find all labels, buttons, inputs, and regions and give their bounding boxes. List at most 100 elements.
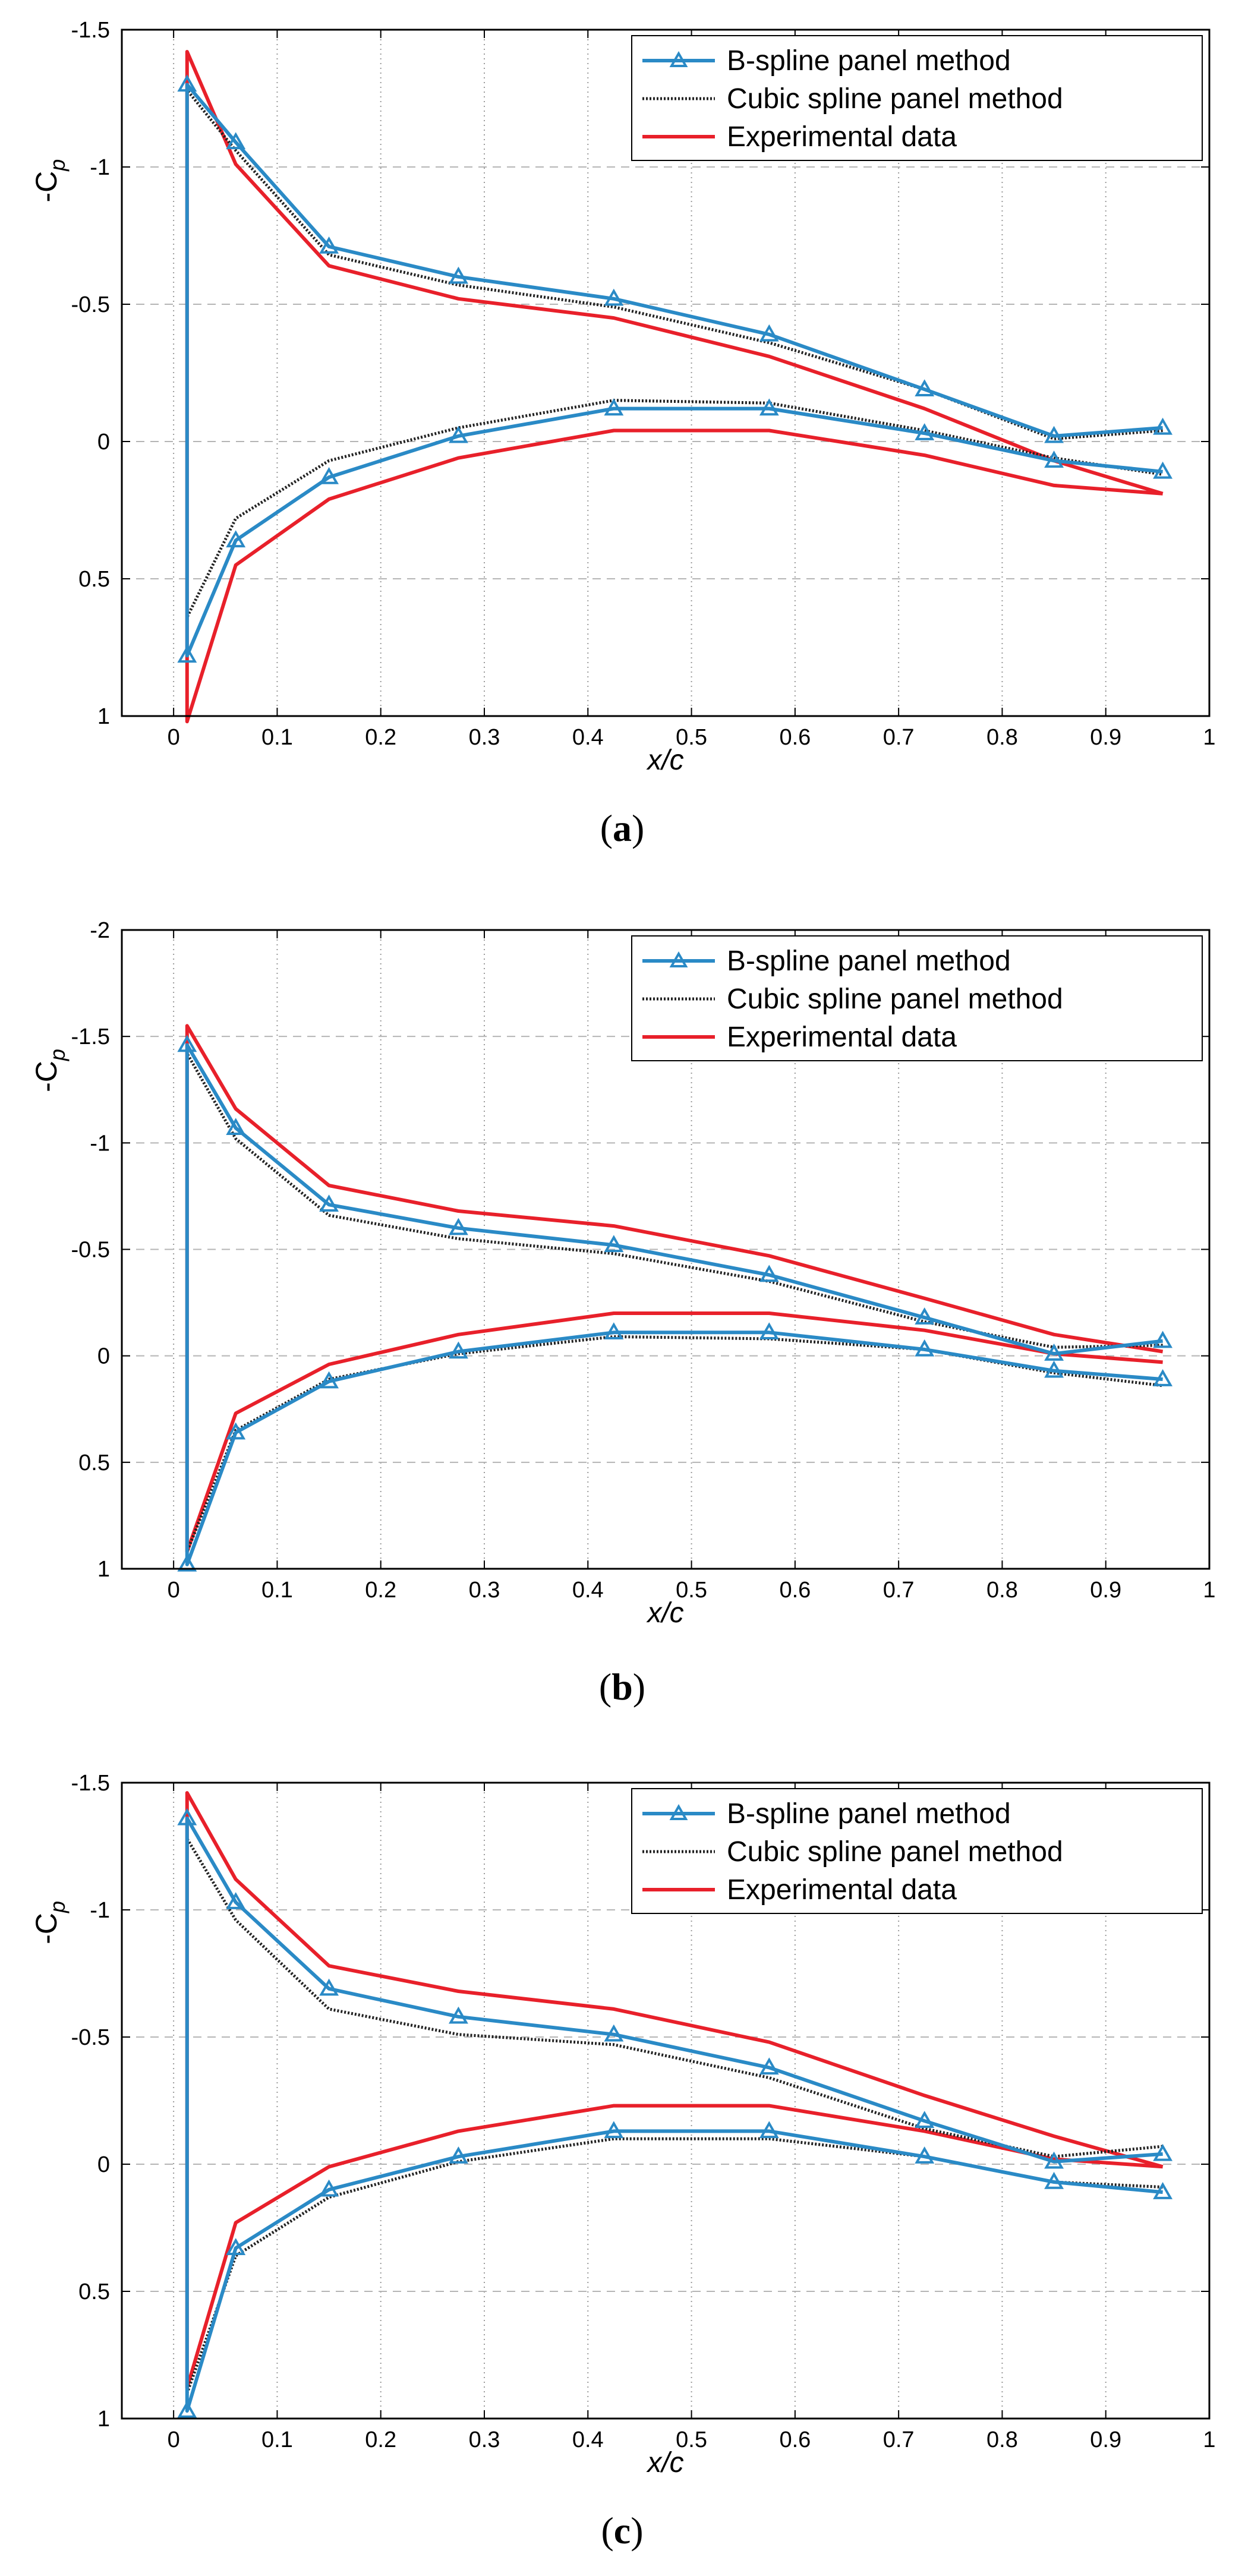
chart-panel-b: 0 0.1 0.2 0.3 0.4 0.5 0.6 0.7 0.8 0.9 1 -2 -1.5 -1 -0.… <box>30 918 1216 1708</box>
data-point <box>915 423 935 440</box>
caption-paren: ) <box>632 807 644 849</box>
data-point <box>759 324 779 342</box>
y-tick-label: -1 <box>90 155 110 180</box>
x-tick-label: 0.2 <box>365 1578 396 1603</box>
x-tick-label: 0.2 <box>365 725 396 750</box>
data-point <box>319 467 339 484</box>
data-point <box>177 1035 197 1052</box>
x-tick-label: 0.8 <box>986 2427 1018 2452</box>
y-axis-label-main: -C <box>30 1061 63 1092</box>
data-point <box>604 1322 624 1339</box>
caption-paren: ( <box>601 2509 613 2552</box>
x-tick-label: 0.3 <box>469 725 500 750</box>
data-point <box>604 288 624 306</box>
legend: B-spline panel method Cubic spline panel … <box>631 35 1203 161</box>
data-point <box>177 74 197 92</box>
y-axis-label-sub: p <box>45 159 70 172</box>
data-point <box>177 1554 197 1572</box>
data-point <box>915 1339 935 1357</box>
data-point <box>226 1892 246 1909</box>
x-tick-label: 0.8 <box>986 1578 1018 1603</box>
data-point <box>177 645 197 663</box>
y-tick-label: -1.5 <box>71 1771 110 1796</box>
x-axis-label: x/c <box>646 745 683 776</box>
data-point <box>226 530 246 548</box>
data-point <box>1044 1360 1064 1378</box>
y-axis-label-main: -C <box>30 171 63 203</box>
data-point <box>319 1194 339 1212</box>
chart-panel-a: 0 0.1 0.2 0.3 0.4 0.5 0.6 0.7 0.8 0.9 1 -1.5 -1 -0.5 0… <box>30 18 1216 849</box>
data-point <box>319 1371 339 1389</box>
data-point <box>1153 2143 1173 2161</box>
y-tick-label: -0.5 <box>71 2025 110 2050</box>
x-tick-label: 0.9 <box>1090 725 1121 750</box>
data-point <box>915 379 935 396</box>
y-tick-label: 0 <box>97 2152 110 2177</box>
data-point <box>759 2121 779 2139</box>
data-point <box>915 1307 935 1325</box>
axes-frame <box>121 1782 1211 2420</box>
caption-paren: ) <box>633 1666 645 1708</box>
legend-label: Experimental data <box>727 1874 957 1906</box>
y-axis-label: -Cp <box>30 1049 70 1092</box>
data-point <box>448 425 468 443</box>
legend-box <box>631 1788 1203 1914</box>
y-tick-label: -1 <box>90 1898 110 1923</box>
y-tick-label: 0.5 <box>78 2279 110 2304</box>
caption-paren: ( <box>599 1666 612 1708</box>
series-line-1 <box>185 1052 1163 1553</box>
y-tick-label: 1 <box>97 2407 110 2432</box>
x-tick-label: 0.7 <box>883 1578 915 1603</box>
data-point <box>759 398 779 416</box>
axes-frame <box>121 29 1211 717</box>
series-line-0 <box>185 1816 1163 2413</box>
legend-label: Cubic spline panel method <box>727 1836 1063 1868</box>
data-point <box>226 1422 246 1440</box>
y-tick-label: -2 <box>90 918 110 943</box>
x-tick-label: 0.6 <box>779 725 811 750</box>
x-tick-label: 0.5 <box>676 725 707 750</box>
data-point <box>1044 1344 1064 1361</box>
panel-caption: (b) <box>599 1666 645 1708</box>
y-axis-label: -Cp <box>30 159 70 203</box>
data-point <box>1044 425 1064 443</box>
series-line-0 <box>185 83 1163 658</box>
legend-marker <box>669 51 688 67</box>
data-point <box>177 2401 197 2418</box>
data-point <box>759 1322 779 1339</box>
data-point <box>1153 2182 1173 2199</box>
x-tick-label: 0.5 <box>676 2427 707 2452</box>
legend-label: Experimental data <box>727 121 957 153</box>
data-point <box>1044 450 1064 468</box>
y-tick-label: 0 <box>97 430 110 455</box>
data-point <box>177 1808 197 1825</box>
x-tick-label: 0.2 <box>365 2427 396 2452</box>
data-point <box>759 1265 779 1282</box>
legend-marker <box>669 1803 688 1820</box>
y-tick-label: -1 <box>90 1131 110 1156</box>
x-axis-label: x/c <box>646 2447 683 2479</box>
data-point <box>448 2006 468 2024</box>
data-point <box>1044 2151 1064 2169</box>
y-tick-label: -0.5 <box>71 292 110 317</box>
legend-label: B-spline panel method <box>727 45 1011 77</box>
y-tick-label: 1 <box>97 704 110 729</box>
data-point <box>1153 461 1173 479</box>
data-point <box>448 1341 468 1359</box>
legend-box <box>631 35 1203 161</box>
data-point <box>226 2238 246 2255</box>
y-tick-label: -0.5 <box>71 1238 110 1263</box>
x-tick-label: 0.3 <box>469 1578 500 1603</box>
x-tick-label: 0.1 <box>261 725 293 750</box>
caption-letter: a <box>613 807 632 849</box>
x-tick-label: 0.7 <box>883 2427 915 2452</box>
data-point <box>319 1978 339 1996</box>
x-tick-label: 0.7 <box>883 725 915 750</box>
y-axis-label-main: -C <box>30 1913 63 1944</box>
x-tick-label: 0.6 <box>779 1578 811 1603</box>
series-line-1 <box>185 89 1163 619</box>
x-tick-label: 0.3 <box>469 2427 500 2452</box>
legend-label: Cubic spline panel method <box>727 983 1063 1015</box>
x-tick-label: 0.1 <box>261 1578 293 1603</box>
x-tick-label: 0.6 <box>779 2427 811 2452</box>
